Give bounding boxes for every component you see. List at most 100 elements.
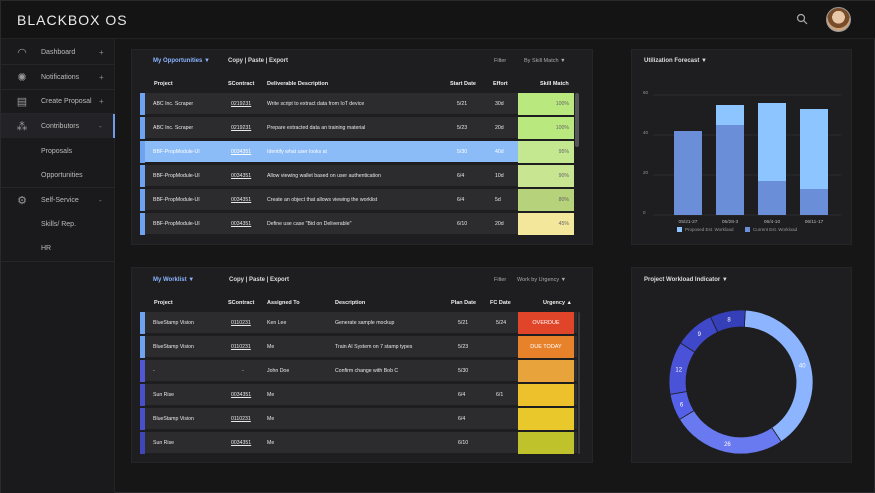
col-start-date[interactable]: Start Date bbox=[450, 81, 476, 87]
col-urgency[interactable]: Urgency ▲ bbox=[543, 300, 572, 306]
opportunities-actions[interactable]: Copy | Paste | Export bbox=[228, 58, 289, 64]
cell-urgency: OVERDUE bbox=[518, 312, 574, 334]
col-fc-date[interactable]: FC Date bbox=[490, 300, 511, 306]
workload-panel bbox=[631, 267, 852, 463]
cell-assigned: Ken Lee bbox=[267, 320, 287, 326]
row-accent bbox=[140, 117, 145, 139]
cell-start-date: 6/4 bbox=[457, 173, 465, 179]
y-tick-label: 0 bbox=[643, 210, 646, 215]
cell-contract-link[interactable]: 0219231 bbox=[231, 101, 252, 107]
y-tick-label: 40 bbox=[643, 130, 649, 135]
worklist-actions[interactable]: Copy | Paste | Export bbox=[229, 277, 290, 283]
sidebar-sub-hr[interactable]: HR bbox=[41, 245, 52, 252]
bar-current[interactable] bbox=[800, 189, 828, 215]
opportunities-title[interactable]: My Opportunities ▼ bbox=[153, 58, 210, 64]
table-row[interactable]: BlueStamp Vision 0110231 Me Train AI System… bbox=[140, 336, 577, 358]
sidebar-item-self-service[interactable]: ⚙ Self-Service - bbox=[1, 188, 115, 212]
col-project[interactable]: Project bbox=[154, 81, 173, 87]
bar-current[interactable] bbox=[716, 125, 744, 215]
cell-description: Prepare extracted data an training mater… bbox=[267, 125, 366, 131]
cell-contract-link[interactable]: 0219231 bbox=[231, 125, 252, 131]
donut-slice[interactable] bbox=[743, 309, 814, 443]
table-row[interactable]: ABC Inc. Scraper 0219231 Prepare extracted… bbox=[140, 117, 574, 139]
worklist-title[interactable]: My Worklist ▼ bbox=[153, 277, 195, 283]
utilization-title[interactable]: Utilization Forecast ▼ bbox=[644, 58, 707, 64]
cell-contract-link[interactable]: 0034351 bbox=[231, 221, 252, 227]
sidebar-item-notifications[interactable]: ✺ Notifications + bbox=[1, 65, 115, 89]
legend-swatch bbox=[677, 227, 682, 232]
bar-current[interactable] bbox=[674, 131, 702, 215]
cell-contract-link[interactable]: 0110231 bbox=[231, 416, 251, 422]
table-row[interactable]: BBF-PropModule-UI 0034351 Allow viewing wa… bbox=[140, 165, 574, 187]
cell-contract-link[interactable]: 0034351 bbox=[231, 197, 252, 203]
bar-proposed[interactable] bbox=[716, 105, 744, 125]
col-contract[interactable]: SContract bbox=[228, 300, 255, 306]
table-row[interactable]: BlueStamp Vision 0110231 Ken Lee Generate s… bbox=[140, 312, 577, 334]
cell-contract-link[interactable]: 0034351 bbox=[231, 392, 252, 398]
cell-skill-match: 90% bbox=[518, 165, 574, 187]
search-icon[interactable] bbox=[796, 13, 808, 25]
col-effort[interactable]: Effort bbox=[493, 81, 508, 87]
cell-effort: 30d bbox=[495, 101, 504, 107]
workload-title[interactable]: Project Workload Indicator ▼ bbox=[644, 277, 728, 283]
sidebar-item-create-proposal[interactable]: ▤ Create Proposal + bbox=[1, 89, 115, 113]
bar-proposed[interactable] bbox=[758, 103, 786, 181]
col-assigned[interactable]: Assigned To bbox=[267, 300, 300, 306]
divider bbox=[1, 187, 115, 188]
cell-skill-match: 100% bbox=[518, 93, 574, 115]
table-row[interactable]: BBF-PropModule-UI 0034351 Identify what us… bbox=[140, 141, 574, 163]
x-tick-label: 05/28-3 bbox=[722, 219, 739, 225]
cell-contract-link[interactable]: - bbox=[242, 368, 244, 374]
cell-contract-link[interactable]: 0110231 bbox=[231, 320, 251, 326]
table-row[interactable]: BBF-PropModule-UI 0034351 Define use case … bbox=[140, 213, 574, 235]
opportunities-sort[interactable]: By Skill Match ▼ bbox=[524, 58, 566, 64]
col-description[interactable]: Deliverable Description bbox=[267, 81, 329, 87]
col-project[interactable]: Project bbox=[154, 300, 173, 306]
col-skill-match[interactable]: Skill Match bbox=[540, 81, 569, 87]
col-description[interactable]: Description bbox=[335, 300, 366, 306]
sidebar-item-dashboard[interactable]: ◠ Dashboard + bbox=[1, 40, 115, 64]
sidebar-sub-skills[interactable]: Skills/ Rep. bbox=[41, 221, 77, 228]
cell-project: ABC Inc. Scraper bbox=[153, 125, 194, 131]
row-accent bbox=[140, 408, 145, 430]
col-plan-date[interactable]: Plan Date bbox=[451, 300, 477, 306]
sidebar-item-contributors[interactable]: ⁂ Contributors - bbox=[1, 114, 115, 138]
cell-contract-link[interactable]: 0034351 bbox=[231, 173, 252, 179]
table-row[interactable]: Sun Rise 0034351 Me 6/10 bbox=[140, 432, 577, 454]
collapse-icon: - bbox=[99, 195, 102, 205]
opportunities-scrollbar[interactable] bbox=[575, 93, 579, 147]
collapse-icon: - bbox=[99, 121, 102, 131]
table-row[interactable]: Sun Rise 0034351 Me 6/4 6/1 bbox=[140, 384, 577, 406]
worklist-sort[interactable]: Work by Urgency ▼ bbox=[517, 277, 567, 283]
cell-project: BBF-PropModule-UI bbox=[153, 149, 200, 155]
utilization-chart: 60 40 20 0 05/21-27 05/28-3 06/4-10 06/11-17 Pro… bbox=[643, 90, 841, 232]
y-tick-label: 60 bbox=[643, 90, 649, 95]
sidebar-sub-opportunities[interactable]: Opportunities bbox=[41, 172, 83, 179]
worklist-scrollbar[interactable] bbox=[578, 312, 580, 454]
cell-description: Create an object that allows viewing the… bbox=[267, 197, 378, 203]
cell-contract-link[interactable]: 0034351 bbox=[231, 149, 252, 155]
bar-current[interactable] bbox=[758, 181, 786, 215]
bar-proposed[interactable] bbox=[800, 109, 828, 189]
row-accent bbox=[140, 336, 145, 358]
cell-contract-link[interactable]: 0034351 bbox=[231, 440, 252, 446]
cell-project: - bbox=[153, 368, 155, 374]
user-avatar[interactable] bbox=[826, 7, 851, 32]
worklist-filter[interactable]: Filter bbox=[494, 277, 507, 283]
table-row[interactable]: ABC Inc. Scraper 0219231 Write script to e… bbox=[140, 93, 574, 115]
cell-urgency bbox=[518, 384, 574, 406]
table-row[interactable]: BlueStamp Vision 0110231 Me 6/4 bbox=[140, 408, 577, 430]
cell-plan-date: 5/30 bbox=[458, 368, 469, 374]
col-contract[interactable]: SContract bbox=[228, 81, 255, 87]
table-row[interactable]: - - John Doe Confirm change with Bob C 5/30 bbox=[140, 360, 577, 382]
cell-urgency bbox=[518, 432, 574, 454]
sidebar-sub-proposals[interactable]: Proposals bbox=[41, 148, 73, 155]
opportunities-filter[interactable]: Filter bbox=[494, 58, 507, 64]
table-row[interactable]: BBF-PropModule-UI 0034351 Create an object… bbox=[140, 189, 574, 211]
donut-slice[interactable] bbox=[709, 309, 746, 333]
x-tick-label: 06/4-10 bbox=[764, 219, 781, 225]
cell-contract-link[interactable]: 0110231 bbox=[231, 344, 251, 350]
cell-description: Allow viewing wallet based on user authe… bbox=[267, 173, 381, 179]
slice-label: 12 bbox=[675, 367, 682, 373]
brand-logo[interactable]: BLACKBOX OS bbox=[17, 12, 128, 28]
